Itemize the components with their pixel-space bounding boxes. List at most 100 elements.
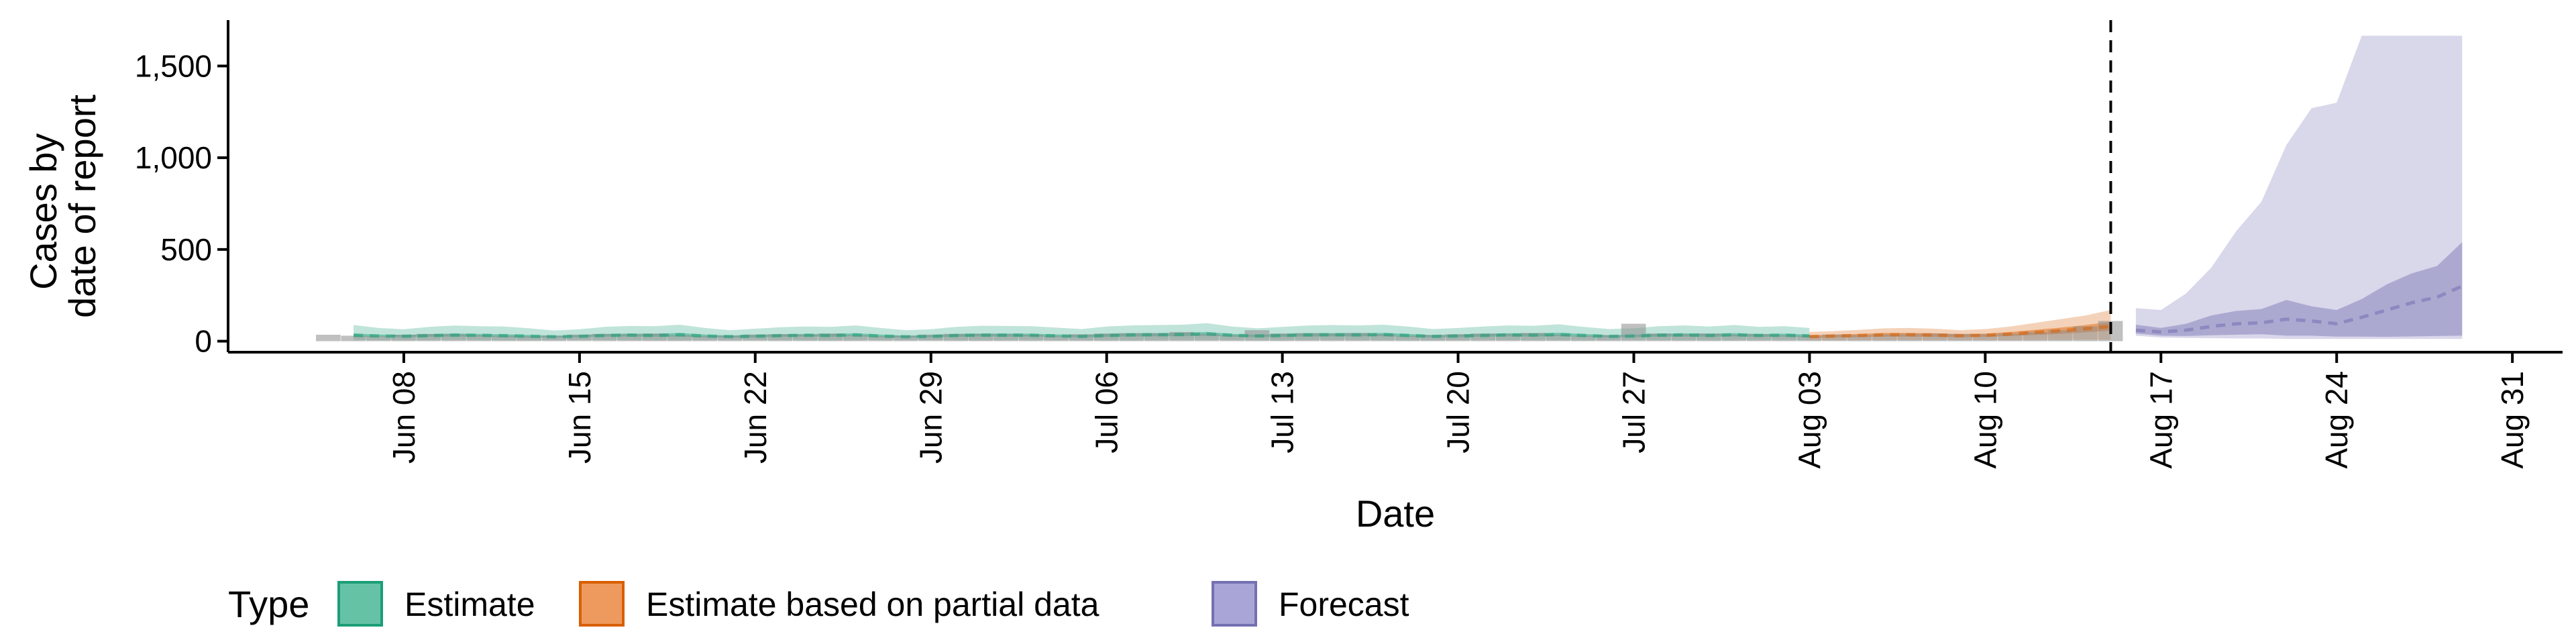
observed-bar bbox=[391, 335, 416, 341]
y-axis-title-line-1: Cases by bbox=[22, 133, 64, 290]
observed-bar bbox=[1847, 335, 1872, 341]
y-axis-title-line-2: date of report bbox=[61, 95, 103, 319]
median-line-estimate bbox=[354, 332, 1810, 339]
observed-bar bbox=[1697, 333, 1721, 341]
observed-bar bbox=[1470, 333, 1495, 341]
observed-bar bbox=[366, 335, 391, 341]
x-tick-label: Aug 24 bbox=[2319, 371, 2354, 469]
observed-bar bbox=[441, 334, 466, 341]
observed-bar bbox=[692, 335, 717, 341]
x-axis-ticks: Jun 08 Jun 15 Jun 22 Jun 29 Jul 06 Jul 13 Jul … bbox=[386, 352, 2530, 469]
observed-bar bbox=[943, 333, 969, 341]
median-line-forecast bbox=[2135, 284, 2463, 334]
observed-bar bbox=[1370, 334, 1395, 341]
observed-bar bbox=[1922, 333, 1947, 341]
observed-bar bbox=[1570, 335, 1596, 341]
observed-bar bbox=[316, 335, 341, 341]
observed-bar bbox=[1194, 333, 1220, 341]
x-tick-label: Jul 13 bbox=[1265, 371, 1300, 453]
observed-bar bbox=[968, 333, 994, 341]
observed-bar bbox=[1596, 335, 1621, 341]
y-tick-label: 1,000 bbox=[135, 140, 212, 175]
observed-bar bbox=[491, 335, 517, 341]
x-tick-label: Jul 20 bbox=[1441, 371, 1476, 453]
x-tick-label: Jun 22 bbox=[738, 371, 773, 464]
x-tick-label: Aug 10 bbox=[1968, 371, 2002, 469]
observed-bar bbox=[1119, 333, 1144, 341]
observed-bar bbox=[717, 335, 743, 341]
observed-bar bbox=[1822, 334, 1847, 341]
band-90-forecast bbox=[2135, 36, 2463, 339]
observed-bar bbox=[1269, 333, 1295, 341]
observed-bar bbox=[1646, 333, 1671, 341]
observed-bar bbox=[767, 334, 793, 341]
observed-bar bbox=[592, 333, 617, 341]
observed-bar bbox=[2073, 326, 2098, 341]
observed-bar bbox=[1671, 334, 1697, 341]
observed-bar bbox=[2023, 331, 2048, 341]
x-axis-title: Date bbox=[1356, 492, 1435, 535]
legend-swatch-forecast bbox=[1212, 581, 1257, 627]
y-tick-label: 0 bbox=[195, 324, 212, 359]
observed-bar bbox=[1521, 333, 1546, 341]
observed-bar bbox=[1772, 335, 1796, 341]
observed-bar bbox=[1546, 334, 1571, 341]
observed-bar bbox=[1746, 334, 1772, 341]
y-tick-label: 1,500 bbox=[135, 48, 212, 83]
legend-label-estimate-based-on-partial-data: Estimate based on partial data bbox=[646, 586, 1099, 623]
observed-bar bbox=[1495, 333, 1521, 341]
observed-bar bbox=[868, 336, 893, 341]
observed-bar bbox=[1018, 335, 1044, 341]
observed-bar bbox=[1721, 334, 1747, 341]
observed-bar bbox=[994, 334, 1018, 341]
observed-bar bbox=[1998, 333, 2023, 341]
observed-bar bbox=[466, 335, 492, 341]
observed-bar bbox=[2047, 330, 2073, 341]
legend-swatch-estimate-based-on-partial-data bbox=[579, 581, 625, 627]
observed-bar bbox=[642, 333, 667, 341]
observed-bar bbox=[1947, 333, 1972, 341]
observed-bar bbox=[1972, 334, 1998, 341]
y-tick-label: 500 bbox=[160, 232, 212, 267]
observed-bar bbox=[517, 336, 541, 341]
chart-medians bbox=[354, 284, 2463, 339]
observed-bar bbox=[1094, 333, 1119, 341]
observed-bar bbox=[1621, 323, 1646, 341]
observed-bar bbox=[1445, 334, 1470, 341]
x-tick-label: Jun 15 bbox=[562, 371, 597, 464]
observed-bar bbox=[1345, 333, 1370, 341]
observed-bar bbox=[541, 335, 567, 341]
legend-label-estimate: Estimate bbox=[405, 586, 535, 623]
observed-bar bbox=[1295, 333, 1320, 341]
observed-bar bbox=[1897, 333, 1923, 341]
observed-reports bbox=[316, 321, 2123, 341]
x-tick-label: Jun 08 bbox=[386, 371, 421, 464]
observed-bar bbox=[1044, 335, 1069, 341]
x-tick-label: Aug 17 bbox=[2143, 371, 2178, 469]
legend-label-forecast: Forecast bbox=[1279, 586, 1409, 623]
observed-bar bbox=[843, 335, 868, 341]
y-axis-title: Cases by date of report bbox=[22, 95, 103, 319]
observed-bar bbox=[667, 335, 692, 341]
observed-bar bbox=[617, 334, 642, 341]
x-tick-label: Aug 03 bbox=[1792, 371, 1827, 469]
observed-bar bbox=[818, 333, 843, 341]
x-tick-label: Jun 29 bbox=[914, 371, 949, 464]
observed-bar bbox=[893, 335, 918, 341]
observed-bar bbox=[341, 335, 366, 341]
x-tick-label: Jul 06 bbox=[1089, 371, 1124, 453]
observed-bar bbox=[792, 334, 818, 341]
legend-title: Type bbox=[228, 583, 309, 625]
legend-swatch-estimate bbox=[337, 581, 383, 627]
median-line-estimate-based-on-partial-data bbox=[1809, 325, 2111, 339]
chart-bands bbox=[354, 36, 2463, 341]
observed-bar bbox=[918, 334, 943, 341]
observed-bar bbox=[743, 334, 767, 341]
observed-bar bbox=[1872, 334, 1897, 341]
legend: Type Estimate Estimate based on partial da… bbox=[228, 581, 1409, 627]
chart-axes bbox=[227, 20, 2563, 354]
observed-bar bbox=[1395, 335, 1420, 341]
observed-bar bbox=[416, 333, 441, 341]
observed-bar bbox=[1220, 335, 1244, 341]
